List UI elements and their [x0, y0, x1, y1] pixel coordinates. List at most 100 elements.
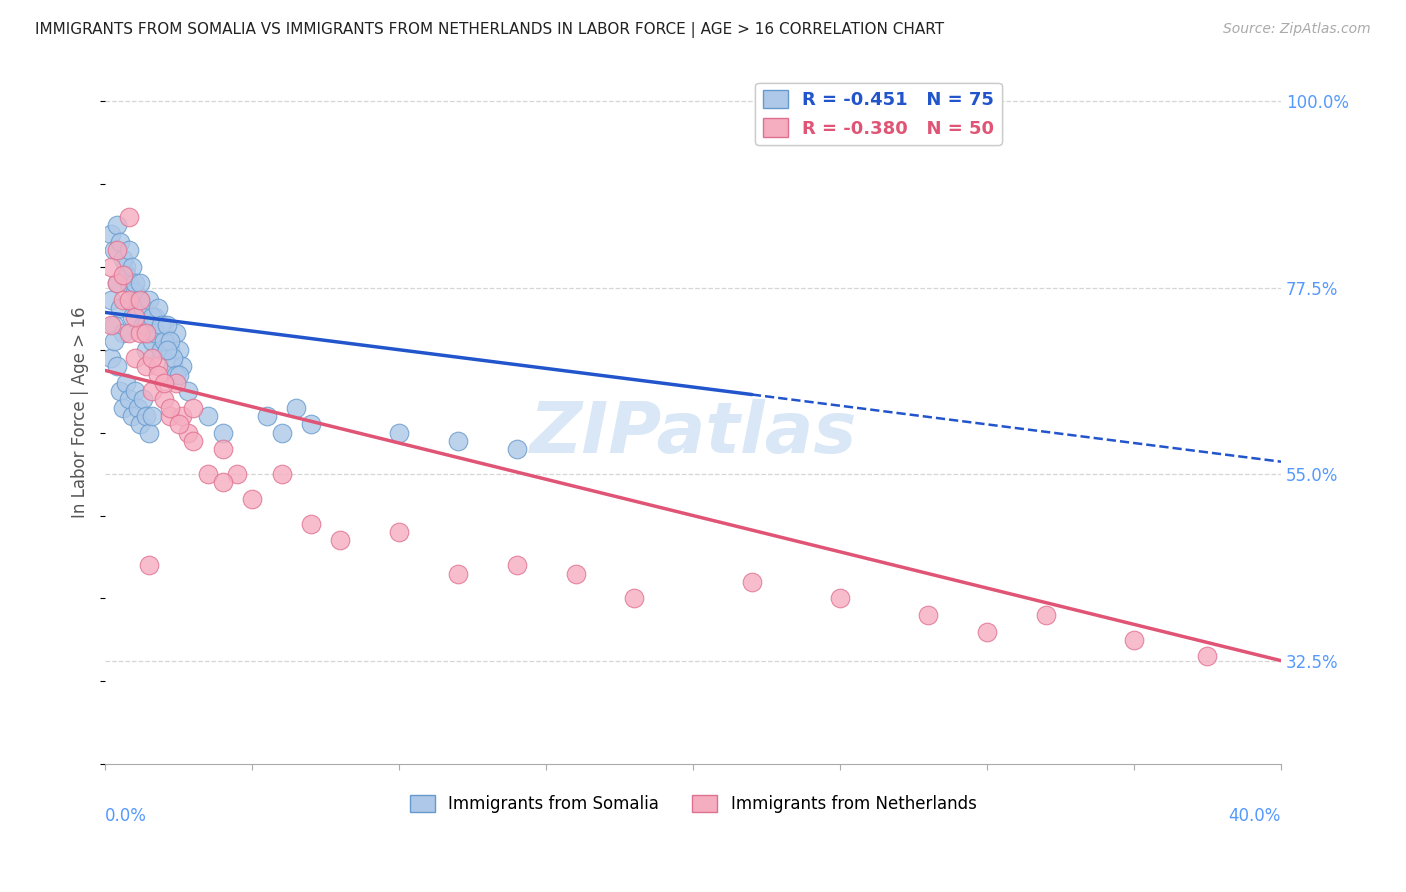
Point [138, 326, 160, 341]
Point [127, 293, 149, 307]
Point [299, 417, 322, 432]
Point [135, 409, 157, 423]
Point [153, 334, 176, 349]
Point [118, 392, 141, 407]
Point [124, 384, 146, 399]
Point [506, 558, 529, 573]
Text: 40.0%: 40.0% [1229, 806, 1281, 824]
Point [100, 293, 122, 307]
Point [108, 235, 131, 249]
Point [153, 376, 176, 390]
Point [165, 368, 187, 382]
Point [129, 326, 152, 341]
Point [270, 425, 292, 440]
Point [741, 574, 763, 589]
Point [153, 318, 176, 332]
Point [132, 392, 155, 407]
Text: Source: ZipAtlas.com: Source: ZipAtlas.com [1223, 22, 1371, 37]
Point [141, 310, 163, 324]
Point [270, 467, 292, 482]
Point [105, 244, 128, 258]
Point [108, 301, 131, 316]
Point [211, 442, 233, 457]
Point [105, 219, 128, 233]
Point [118, 210, 141, 224]
Point [211, 475, 233, 490]
Point [127, 301, 149, 316]
Point [1123, 632, 1146, 647]
Point [162, 359, 184, 374]
Point [167, 417, 190, 432]
Point [197, 409, 219, 423]
Point [135, 359, 157, 374]
Point [111, 293, 134, 307]
Point [124, 285, 146, 299]
Point [121, 310, 143, 324]
Point [132, 301, 155, 316]
Point [285, 401, 308, 415]
Point [138, 558, 160, 573]
Point [124, 277, 146, 291]
Point [150, 318, 173, 332]
Point [138, 293, 160, 307]
Point [170, 409, 193, 423]
Point [143, 326, 166, 341]
Point [159, 334, 181, 349]
Point [103, 334, 125, 349]
Point [159, 409, 181, 423]
Point [146, 368, 169, 382]
Point [141, 409, 163, 423]
Point [118, 293, 141, 307]
Point [141, 334, 163, 349]
Point [100, 227, 122, 241]
Point [118, 326, 141, 341]
Point [111, 252, 134, 266]
Point [135, 318, 157, 332]
Point [183, 401, 205, 415]
Point [197, 467, 219, 482]
Point [103, 318, 125, 332]
Point [146, 359, 169, 374]
Point [114, 260, 136, 274]
Point [100, 351, 122, 365]
Point [135, 326, 157, 341]
Point [124, 310, 146, 324]
Point [165, 326, 187, 341]
Point [129, 293, 152, 307]
Point [111, 268, 134, 282]
Point [103, 244, 125, 258]
Point [111, 401, 134, 415]
Point [240, 491, 263, 506]
Point [828, 591, 851, 606]
Point [183, 434, 205, 448]
Point [141, 351, 163, 365]
Point [447, 434, 470, 448]
Point [105, 277, 128, 291]
Point [129, 417, 152, 432]
Point [146, 301, 169, 316]
Point [129, 277, 152, 291]
Point [156, 318, 179, 332]
Point [114, 268, 136, 282]
Point [153, 392, 176, 407]
Point [388, 525, 411, 540]
Point [623, 591, 645, 606]
Point [100, 318, 122, 332]
Point [138, 425, 160, 440]
Text: ZIPatlas: ZIPatlas [530, 399, 856, 467]
Point [105, 359, 128, 374]
Point [1197, 649, 1219, 664]
Point [124, 351, 146, 365]
Point [506, 442, 529, 457]
Point [105, 277, 128, 291]
Point [118, 277, 141, 291]
Point [226, 467, 249, 482]
Point [917, 608, 939, 623]
Point [121, 409, 143, 423]
Point [388, 425, 411, 440]
Point [159, 401, 181, 415]
Point [129, 293, 152, 307]
Point [143, 310, 166, 324]
Point [141, 384, 163, 399]
Point [114, 376, 136, 390]
